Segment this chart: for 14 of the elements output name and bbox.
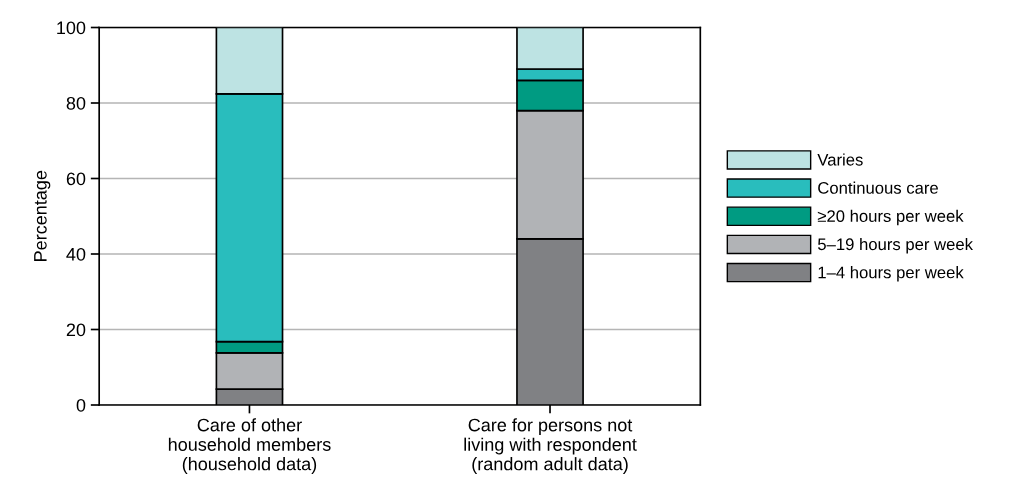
- y-axis-title: Percentage: [34, 170, 51, 261]
- y-tick-label: 60: [66, 172, 86, 186]
- y-tick-label: 20: [66, 323, 86, 337]
- y-tick-label: 0: [76, 398, 86, 412]
- legend-label: Continuous care: [818, 181, 938, 194]
- y-tick-label: 80: [66, 96, 86, 110]
- x-tick-label: Care for persons not living with respondent (random adult data): [464, 418, 637, 474]
- legend-label: 5–19 hours per week: [817, 237, 974, 254]
- y-tick-label: 100: [57, 21, 86, 35]
- y-tick-label: 40: [66, 247, 86, 261]
- legend-label: ≥20 hours per week: [817, 209, 964, 226]
- legend-label: 1–4 hours per week: [818, 266, 964, 282]
- x-tick-label: Care of other household members (household data): [168, 418, 331, 474]
- legend-label: Varies: [817, 153, 863, 166]
